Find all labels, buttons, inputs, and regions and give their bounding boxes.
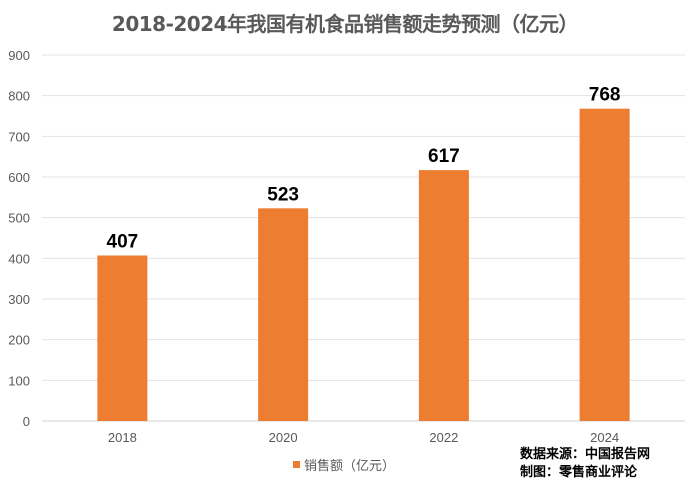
- data-label: 768: [589, 85, 621, 106]
- legend-label: 销售额（亿元）: [304, 459, 396, 474]
- y-tick-label: 400: [8, 251, 30, 266]
- bar-2022: [418, 170, 469, 421]
- legend: 销售额（亿元）: [293, 455, 395, 474]
- y-tick-label: 600: [8, 170, 30, 185]
- y-tick-label: 500: [8, 211, 30, 226]
- source-text: 数据来源：中国报告网: [520, 447, 651, 462]
- x-tick-label: 2024: [590, 430, 619, 445]
- y-tick-label: 800: [8, 89, 30, 104]
- data-label: 523: [267, 184, 299, 205]
- y-tick-label: 200: [8, 333, 30, 348]
- y-tick-label: 0: [23, 414, 30, 429]
- chart-title: 2018-2024年我国有机食品销售额走势预测（亿元）: [111, 12, 579, 36]
- legend-swatch: [293, 461, 300, 468]
- y-tick-label: 900: [8, 48, 30, 63]
- bar-2024: [579, 108, 630, 422]
- data-label: 407: [107, 231, 139, 252]
- data-label: 617: [428, 146, 460, 167]
- bar-2020: [258, 208, 309, 421]
- credit-text: 制图：零售商业评论: [520, 465, 638, 480]
- y-tick-label: 100: [8, 373, 30, 388]
- y-tick-label: 700: [8, 129, 30, 144]
- y-tick-label: 300: [8, 292, 30, 307]
- x-tick-label: 2022: [429, 430, 458, 445]
- bar-2018: [97, 255, 148, 421]
- x-tick-label: 2018: [108, 430, 137, 445]
- x-tick-label: 2020: [269, 430, 298, 445]
